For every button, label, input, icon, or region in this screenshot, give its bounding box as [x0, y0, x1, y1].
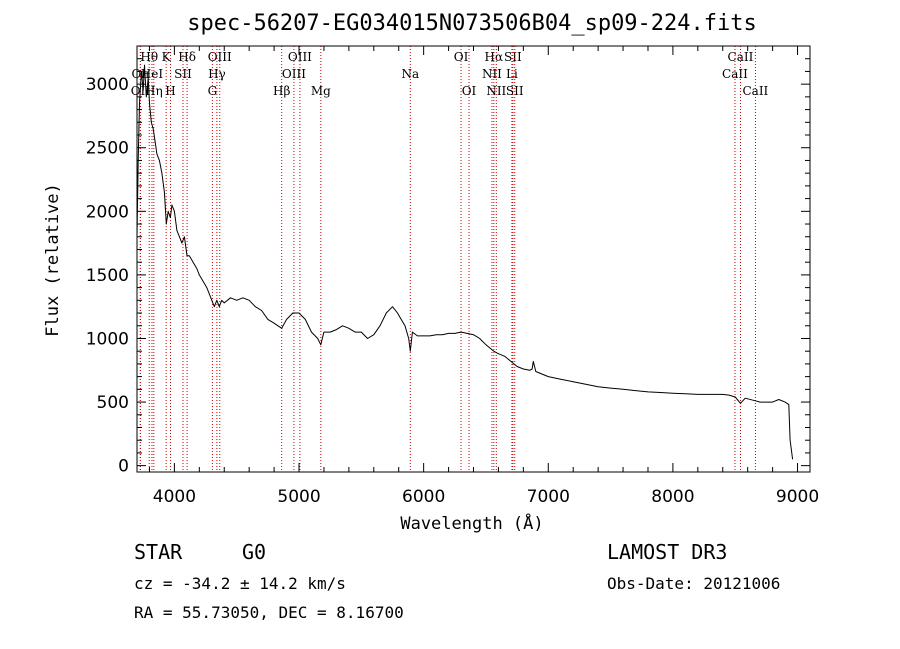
marker-label: CaII: [722, 67, 748, 81]
subclass-text: G0: [242, 540, 267, 564]
x-axis-label: Wavelength (Å): [400, 512, 543, 534]
marker-label: SII: [506, 84, 524, 98]
x-tick-label: 9000: [776, 487, 819, 507]
marker-label: Hθ: [140, 50, 158, 64]
redshift-text: cz = -34.2 ± 14.2 km/s: [134, 574, 346, 593]
x-tick-label: 8000: [651, 487, 694, 507]
x-tick-label: 5000: [277, 487, 320, 507]
marker-label: H: [165, 84, 175, 98]
marker-label: Hγ: [208, 67, 226, 81]
marker-label: Na: [401, 67, 419, 81]
spectrum-chart: spec-56207-EG034015N073506B04_sp09-224.f…: [43, 11, 819, 534]
survey-text: LAMOST DR3: [607, 540, 728, 564]
y-tick-label: 2500: [86, 139, 129, 159]
spectrum-layer: [136, 64, 794, 460]
y-tick-label: 1000: [86, 329, 129, 349]
marker-label: SII: [504, 50, 522, 64]
marker-label: Hβ: [273, 84, 290, 98]
marker-label: HeI: [141, 67, 164, 81]
marker-label: SII: [174, 67, 192, 81]
x-tick-label: 6000: [402, 487, 445, 507]
marker-label: OIII: [282, 67, 306, 81]
marker-label: OIII: [208, 50, 232, 64]
marker-label: NII: [482, 67, 502, 81]
marker-label: Hα: [485, 50, 504, 64]
x-tick-label: 4000: [153, 487, 196, 507]
marker-label: K: [162, 50, 172, 64]
marker-label: Li: [506, 67, 518, 81]
spectrum-line: [136, 64, 794, 460]
y-tick-label: 1500: [86, 266, 129, 286]
marker-label: OIII: [288, 50, 312, 64]
marker-label: Hδ: [178, 50, 196, 64]
marker-label: Mg: [311, 84, 331, 98]
chart-title: spec-56207-EG034015N073506B04_sp09-224.f…: [187, 11, 757, 36]
y-tick-label: 500: [97, 393, 129, 413]
marker-label: CaII: [742, 84, 768, 98]
marker-label: CaII: [728, 50, 754, 64]
marker-label: OI: [454, 50, 469, 64]
x-axis: 4000 5000 6000 7000 8000 9000: [148, 46, 819, 507]
coordinates-text: RA = 55.73050, DEC = 8.16700: [134, 603, 404, 622]
x-tick-label: 7000: [527, 487, 570, 507]
marker-label: NII: [486, 84, 506, 98]
y-tick-label: 0: [118, 457, 129, 477]
marker-label: OI: [462, 84, 477, 98]
obs-date-text: Obs-Date: 20121006: [607, 574, 781, 593]
y-tick-label: 2000: [86, 202, 129, 222]
y-axis: 0 500 1000 1500 2000 2500 3000: [86, 58, 810, 477]
y-tick-label: 3000: [86, 75, 129, 95]
class-text: STAR: [134, 540, 183, 564]
y-axis-label: Flux (relative): [43, 183, 63, 337]
marker-label: G: [208, 84, 218, 98]
plot-frame: [136, 45, 811, 473]
